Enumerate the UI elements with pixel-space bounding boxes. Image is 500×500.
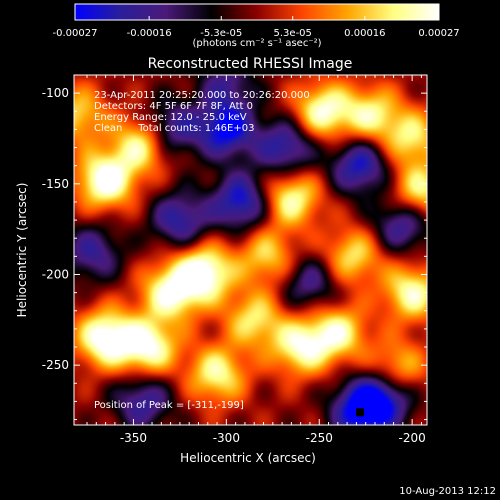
x-axis-label: Heliocentric X (arcsec) bbox=[180, 451, 316, 465]
x-tick-label: -300 bbox=[213, 431, 240, 445]
y-tick-label: -100 bbox=[42, 86, 69, 100]
annotation-energy-range: Energy Range: 12.0 - 25.0 keV bbox=[94, 112, 247, 123]
peak-position-label: Position of Peak = [-311,-199] bbox=[94, 400, 244, 411]
plot-frame bbox=[73, 74, 428, 426]
heatmap-image bbox=[74, 75, 427, 425]
x-tick-label: -350 bbox=[120, 431, 147, 445]
colorbar-tick-label: 0.00016 bbox=[344, 28, 385, 39]
colorbar-tick-label: -0.00016 bbox=[127, 28, 172, 39]
annotation-clean-counts: Clean Total counts: 1.46E+03 bbox=[94, 123, 254, 134]
colorbar-gradient bbox=[75, 4, 439, 20]
annotation-detectors: Detectors: 4F 5F 6F 7F 8F, Att 0 bbox=[94, 101, 253, 112]
colorbar-tick-label: -0.00027 bbox=[53, 28, 98, 39]
colorbar: -0.00027 -0.00016 -5.3e-05 5.3e-05 0.00016 0.… bbox=[53, 3, 460, 49]
colorbar-tick-label: -5.3e-05 bbox=[200, 28, 242, 39]
y-tick-label: -150 bbox=[42, 177, 69, 191]
x-axis-ticks: -350 -300 -250 -200 bbox=[86, 75, 426, 445]
x-tick-label: -200 bbox=[399, 431, 426, 445]
chart-title: Reconstructed RHESSI Image bbox=[148, 56, 353, 72]
colorbar-ticks: -0.00027 -0.00016 -5.3e-05 5.3e-05 0.00016 0.… bbox=[53, 16, 460, 39]
x-tick-label: -250 bbox=[306, 431, 333, 445]
plot-area: -350 -300 -250 -200 -100 -150 -200 -250 bbox=[42, 74, 428, 445]
colorbar-tick-label: 0.00027 bbox=[418, 28, 459, 39]
y-tick-label: -250 bbox=[42, 358, 69, 372]
y-axis-label: Heliocentric Y (arcsec) bbox=[15, 183, 29, 318]
y-tick-label: -200 bbox=[42, 267, 69, 281]
colorbar-unit-label: (photons cm⁻² s⁻¹ asec⁻²) bbox=[192, 38, 321, 49]
y-axis-ticks: -100 -150 -200 -250 bbox=[42, 86, 427, 421]
annotation-time-range: 23-Apr-2011 20:25:20.000 to 20:26:20.000 bbox=[94, 90, 310, 101]
annotation-block: 23-Apr-2011 20:25:20.000 to 20:26:20.000… bbox=[94, 90, 310, 411]
footer-timestamp: 10-Aug-2013 12:12 bbox=[399, 486, 496, 497]
colorbar-tick-label: 5.3e-05 bbox=[274, 28, 312, 39]
peak-marker bbox=[356, 408, 365, 417]
colorbar-frame bbox=[74, 3, 440, 21]
